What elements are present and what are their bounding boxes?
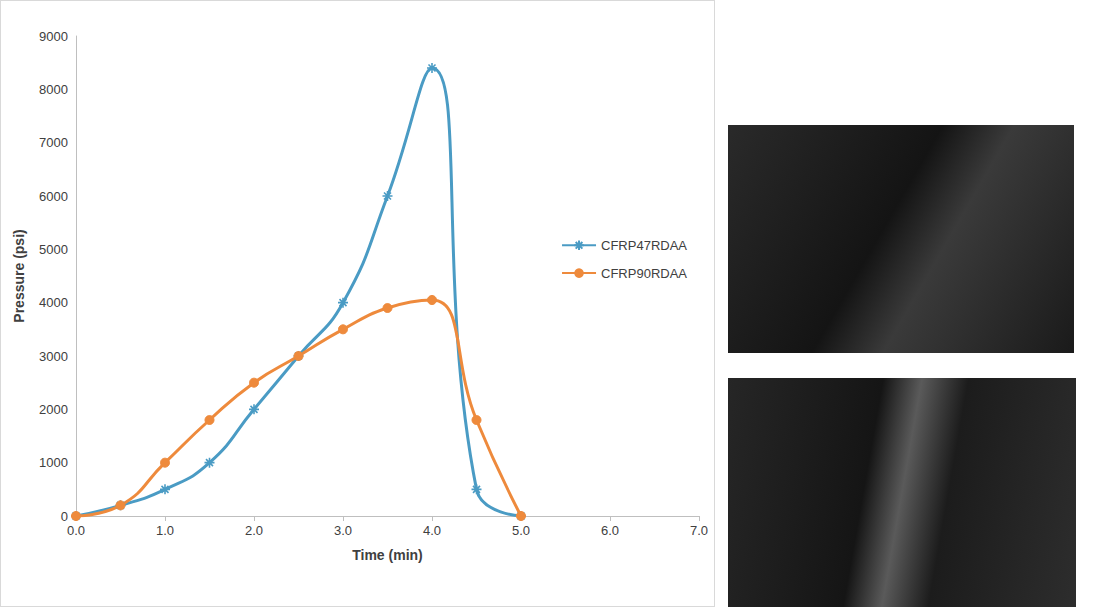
svg-text:4000: 4000 <box>39 295 68 310</box>
svg-text:CFRP90RDAA: CFRP90RDAA <box>601 266 687 281</box>
svg-text:Pressure (psi): Pressure (psi) <box>11 229 27 322</box>
svg-text:8000: 8000 <box>39 82 68 97</box>
svg-text:2.0: 2.0 <box>245 523 263 538</box>
svg-text:0: 0 <box>61 509 68 524</box>
svg-text:5.0: 5.0 <box>512 523 530 538</box>
svg-text:3.0: 3.0 <box>334 523 352 538</box>
svg-text:6000: 6000 <box>39 189 68 204</box>
svg-text:1.0: 1.0 <box>156 523 174 538</box>
svg-text:6.0: 6.0 <box>601 523 619 538</box>
svg-text:4.0: 4.0 <box>423 523 441 538</box>
svg-text:7.0: 7.0 <box>690 523 708 538</box>
svg-text:0.0: 0.0 <box>67 523 85 538</box>
svg-text:7000: 7000 <box>39 135 68 150</box>
svg-text:1000: 1000 <box>39 455 68 470</box>
svg-text:3000: 3000 <box>39 349 68 364</box>
svg-text:CFRP47RDAA: CFRP47RDAA <box>601 238 687 253</box>
svg-text:5000: 5000 <box>39 242 68 257</box>
svg-text:Time (min): Time (min) <box>352 547 423 563</box>
svg-text:9000: 9000 <box>39 29 68 44</box>
svg-text:2000: 2000 <box>39 402 68 417</box>
